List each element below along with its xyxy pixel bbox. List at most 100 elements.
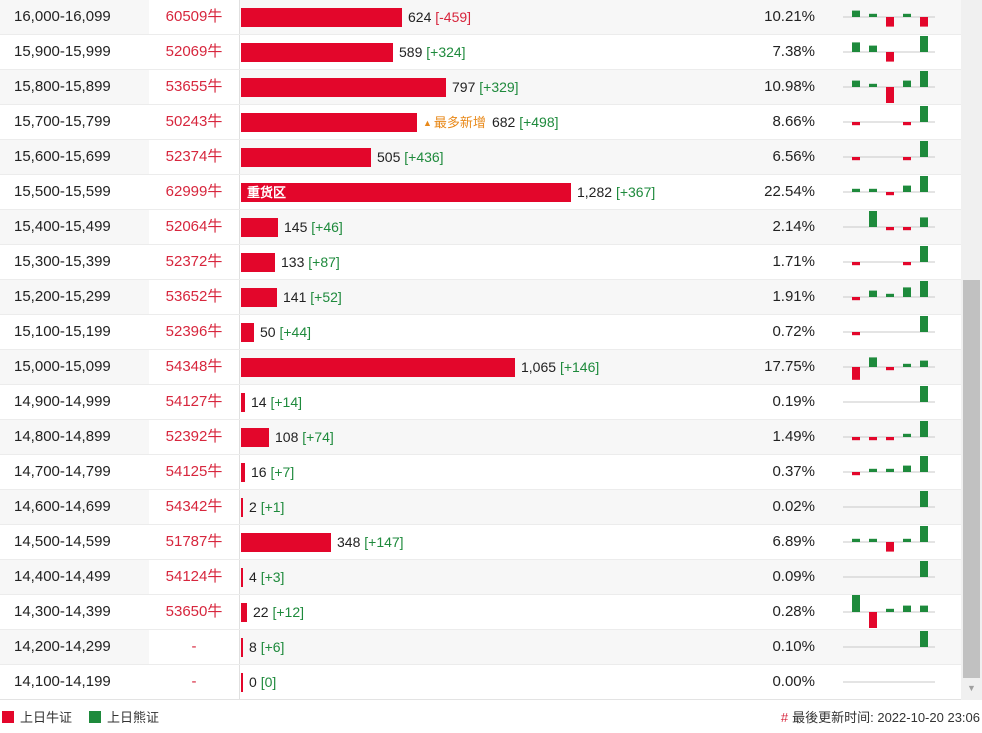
count-value: 505 xyxy=(377,149,401,165)
cbbc-code[interactable]: 54342牛 xyxy=(149,490,239,524)
count-value: 2 xyxy=(249,499,257,515)
table-row[interactable]: 15,900-15,999 52069牛 589 [+324] 7.38% xyxy=(0,35,961,70)
bar-cell: 50 [+44] xyxy=(239,315,719,349)
price-range: 15,800-15,899 xyxy=(14,78,111,95)
price-range: 16,000-16,099 xyxy=(14,8,111,25)
sparkline-bar xyxy=(852,157,860,161)
table-row[interactable]: 14,900-14,999 54127牛 14 [+14] 0.19% xyxy=(0,385,961,420)
percentage: 17.75% xyxy=(764,358,815,375)
sparkline-bar xyxy=(869,468,877,472)
table-row[interactable]: 14,200-14,299 -8 [+6] 0.10% xyxy=(0,630,961,665)
cbbc-code[interactable]: 53650牛 xyxy=(149,595,239,629)
count-bar xyxy=(241,673,243,692)
table-row[interactable]: 15,000-15,099 54348牛 1,065 [+146] 17.75% xyxy=(0,350,961,385)
count-change: [+7] xyxy=(270,464,295,480)
count-text: 4 [+3] xyxy=(249,560,284,594)
count-text: 145 [+46] xyxy=(284,210,343,244)
sparkline xyxy=(843,176,935,196)
sparkline-bar xyxy=(903,605,911,612)
cbbc-code[interactable]: 50243牛 xyxy=(149,105,239,139)
table-row[interactable]: 15,400-15,499 52064牛 145 [+46] 2.14% xyxy=(0,210,961,245)
count-change: [+329] xyxy=(479,79,519,95)
scrollbar[interactable]: ▼ xyxy=(961,0,982,700)
count-text: 14 [+14] xyxy=(251,385,302,419)
sparkline-bar xyxy=(903,465,911,472)
count-text: 348 [+147] xyxy=(337,525,404,559)
legend-bear: 上日熊证 xyxy=(89,708,159,728)
sparkline-bar xyxy=(886,192,894,196)
sparkline-bar xyxy=(920,141,928,157)
table-row[interactable]: 15,500-15,599 62999牛 重货区 1,282 [+367] 22.54% xyxy=(0,175,961,210)
price-range: 14,300-14,399 xyxy=(14,603,111,620)
percentage: 10.21% xyxy=(764,8,815,25)
cbbc-code[interactable]: 53655牛 xyxy=(149,70,239,104)
cbbc-code[interactable]: 60509牛 xyxy=(149,0,239,34)
cbbc-code[interactable]: 52069牛 xyxy=(149,35,239,69)
cbbc-code[interactable]: 54127牛 xyxy=(149,385,239,419)
cbbc-code[interactable]: 52372牛 xyxy=(149,245,239,279)
count-change: [+46] xyxy=(311,219,343,235)
price-range: 15,400-15,499 xyxy=(14,218,111,235)
cbbc-code[interactable]: 52392牛 xyxy=(149,420,239,454)
sparkline-bar xyxy=(869,83,877,87)
table-row[interactable]: 15,200-15,299 53652牛 141 [+52] 1.91% xyxy=(0,280,961,315)
price-range: 14,200-14,299 xyxy=(14,638,111,655)
table-row[interactable]: 14,400-14,499 54124牛 4 [+3] 0.09% xyxy=(0,560,961,595)
cbbc-code[interactable]: 54348牛 xyxy=(149,350,239,384)
sparkline xyxy=(843,357,935,380)
table-row[interactable]: 14,100-14,199 -0 [0] 0.00% xyxy=(0,665,961,699)
cbbc-code[interactable]: - xyxy=(149,665,239,699)
percentage: 1.49% xyxy=(772,428,815,445)
table-row[interactable]: 15,300-15,399 52372牛 133 [+87] 1.71% xyxy=(0,245,961,280)
cbbc-code[interactable]: 62999牛 xyxy=(149,175,239,209)
table-row[interactable]: 16,000-16,099 60509牛 624 [-459] 10.21% xyxy=(0,0,961,35)
sparkline-bar xyxy=(886,293,894,297)
table-row[interactable]: 14,700-14,799 54125牛 16 [+7] 0.37% xyxy=(0,455,961,490)
sparkline-bar xyxy=(869,538,877,542)
sparkline-bar xyxy=(920,631,928,647)
sparkline-bar xyxy=(869,45,877,52)
table-row[interactable]: 15,600-15,699 52374牛 505 [+436] 6.56% xyxy=(0,140,961,175)
sparkline-bar xyxy=(903,262,911,266)
table-row[interactable]: 14,600-14,699 54342牛 2 [+1] 0.02% xyxy=(0,490,961,525)
cbbc-code[interactable]: 52396牛 xyxy=(149,315,239,349)
table-row[interactable]: 15,100-15,199 52396牛 50 [+44] 0.72% xyxy=(0,315,961,350)
cbbc-distribution-table: 16,000-16,099 60509牛 624 [-459] 10.21% 15,90… xyxy=(0,0,961,700)
sparkline-bar xyxy=(852,188,860,192)
table-row[interactable]: 14,500-14,599 51787牛 348 [+147] 6.89% xyxy=(0,525,961,560)
sparkline-bar xyxy=(869,188,877,192)
cbbc-code[interactable]: 52374牛 xyxy=(149,140,239,174)
cbbc-code[interactable]: 54124牛 xyxy=(149,560,239,594)
sparkline xyxy=(843,10,935,27)
sparkline xyxy=(843,71,935,103)
table-row[interactable]: 15,700-15,799 50243牛 ▲ 最多新增 682 [+498] 8.66% xyxy=(0,105,961,140)
scrollbar-thumb[interactable] xyxy=(963,280,980,678)
table-row[interactable]: 14,300-14,399 53650牛 22 [+12] 0.28% xyxy=(0,595,961,630)
sparkline-bar xyxy=(920,316,928,332)
bar-cell: 14 [+14] xyxy=(239,385,719,419)
count-bar xyxy=(241,568,243,587)
sparkline-bar xyxy=(886,87,894,103)
cbbc-code[interactable]: 51787牛 xyxy=(149,525,239,559)
sparkline-bar xyxy=(903,185,911,192)
count-bar xyxy=(241,533,331,552)
count-value: 133 xyxy=(281,254,305,270)
cbbc-code[interactable]: 53652牛 xyxy=(149,280,239,314)
cbbc-code[interactable]: - xyxy=(149,630,239,664)
scroll-down-arrow-icon[interactable]: ▼ xyxy=(967,683,976,693)
sparkline-bar xyxy=(903,363,911,367)
cbbc-code[interactable]: 52064牛 xyxy=(149,210,239,244)
sparkline-bar xyxy=(886,52,894,62)
table-row[interactable]: 14,800-14,899 52392牛 108 [+74] 1.49% xyxy=(0,420,961,455)
sparkline xyxy=(843,456,935,476)
count-change: [+12] xyxy=(272,604,304,620)
bar-cell: 505 [+436] xyxy=(239,140,719,174)
count-value: 50 xyxy=(260,324,276,340)
table-row[interactable]: 15,800-15,899 53655牛 797 [+329] 10.98% xyxy=(0,70,961,105)
count-value: 589 xyxy=(399,44,423,60)
cbbc-code[interactable]: 54125牛 xyxy=(149,455,239,489)
count-change: [+146] xyxy=(559,359,600,375)
count-bar xyxy=(241,253,275,272)
bar-cell: 133 [+87] xyxy=(239,245,719,279)
sparkline-bar xyxy=(886,17,894,27)
